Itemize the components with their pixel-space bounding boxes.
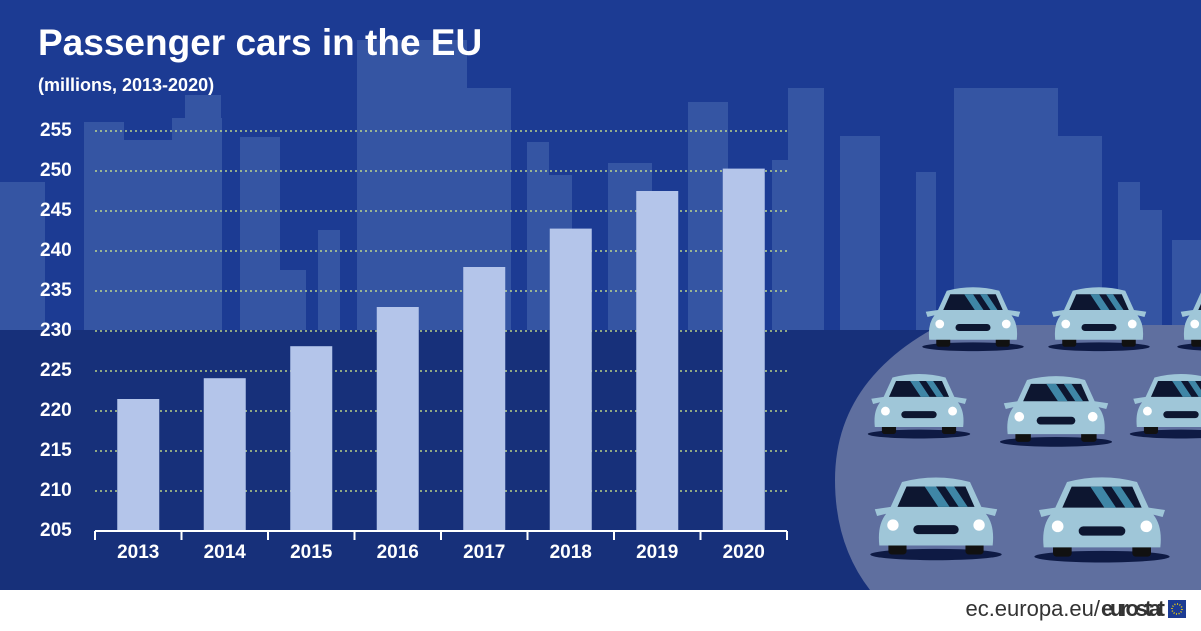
footer xyxy=(0,590,1201,631)
bar xyxy=(463,267,506,531)
bar xyxy=(636,191,679,531)
y-tick-label: 240 xyxy=(40,240,72,261)
x-tick-label: 2016 xyxy=(377,542,419,563)
x-tick-label: 2018 xyxy=(550,542,592,563)
y-tick-label: 225 xyxy=(40,360,72,381)
x-tick-label: 2014 xyxy=(204,542,247,563)
bar xyxy=(290,346,333,531)
y-tick-label: 215 xyxy=(40,440,72,461)
eu-flag xyxy=(1168,600,1186,618)
x-tick-label: 2013 xyxy=(117,542,159,563)
eu-stars xyxy=(1171,603,1183,615)
plot: 205 210 215 220 225 230 235 240 245 250 255 2013 201… xyxy=(40,120,788,563)
x-tick-label: 2020 xyxy=(723,542,765,563)
x-tick-label: 2017 xyxy=(463,542,505,563)
y-tick-label: 210 xyxy=(40,480,72,501)
y-tick-label: 230 xyxy=(40,320,72,341)
y-tick-label: 205 xyxy=(40,520,72,541)
bar xyxy=(549,228,592,531)
y-tick-label: 235 xyxy=(40,280,72,301)
bar xyxy=(203,378,246,531)
x-tick-label: 2015 xyxy=(290,542,333,563)
footer-site: ec.europa.eu/ xyxy=(965,596,1100,621)
bar xyxy=(722,168,765,531)
y-tick-label: 250 xyxy=(40,160,72,181)
y-tick-label: 245 xyxy=(40,200,72,221)
y-tick-label: 220 xyxy=(40,400,72,421)
chart-title: Passenger cars in the EU xyxy=(38,22,482,63)
y-tick-label: 255 xyxy=(40,120,72,141)
chart-subtitle: (millions, 2013-2020) xyxy=(38,75,214,95)
bar xyxy=(117,399,160,531)
x-tick-label: 2019 xyxy=(636,542,678,563)
bar xyxy=(376,307,419,531)
footer-brand: eurostat xyxy=(1101,596,1166,621)
